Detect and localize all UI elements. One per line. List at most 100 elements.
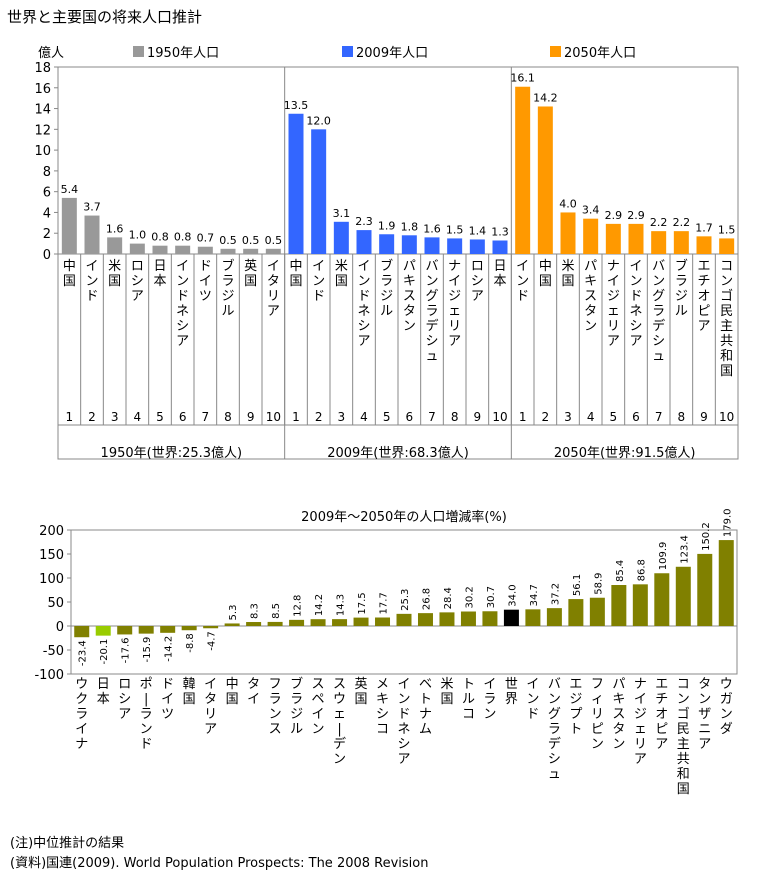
category-label: ロシア — [131, 259, 144, 304]
bar — [632, 584, 648, 626]
category-label: ロシア — [471, 259, 484, 304]
data-label: 14.3 — [336, 594, 347, 616]
rank-label: 8 — [678, 410, 686, 424]
category-label: パキスタン — [403, 259, 416, 334]
rank-label: 1 — [519, 410, 527, 424]
bar — [220, 248, 236, 254]
rank-label: 6 — [632, 410, 640, 424]
category-label: タイ — [247, 677, 260, 707]
data-label: 2.9 — [605, 209, 623, 222]
data-label: 12.0 — [306, 114, 331, 127]
data-label: 58.9 — [593, 572, 604, 594]
bar — [375, 617, 391, 626]
data-label: 1.3 — [491, 225, 509, 238]
y-tick-label: 8 — [43, 165, 51, 180]
rank-label: 1 — [66, 410, 74, 424]
page-title: 世界と主要国の将来人口推計 — [7, 8, 203, 26]
bar — [424, 237, 440, 254]
category-label: インドネシア — [176, 259, 189, 349]
bar — [469, 239, 485, 254]
bar — [525, 609, 541, 626]
data-label: 13.5 — [284, 99, 309, 112]
bar — [203, 626, 219, 629]
data-label: 1.6 — [423, 222, 441, 235]
category-label: ウクライナ — [75, 677, 88, 752]
bar — [379, 234, 395, 254]
bar — [537, 106, 553, 254]
y-tick-label: -100 — [34, 668, 64, 683]
data-label: 1.7 — [695, 221, 713, 234]
bar — [138, 626, 154, 634]
rank-label: 6 — [406, 410, 414, 424]
rank-label: 6 — [179, 410, 187, 424]
category-label: インド — [312, 259, 325, 304]
category-label: パキスタン — [584, 259, 597, 334]
rank-label: 7 — [202, 410, 210, 424]
bar — [611, 585, 627, 626]
bar — [589, 597, 605, 626]
bar — [583, 218, 599, 254]
data-label: 2.2 — [650, 216, 668, 229]
bar — [311, 129, 327, 254]
category-label: インドネシア — [357, 259, 370, 349]
data-label: 30.7 — [486, 586, 497, 608]
y-tick-label: 4 — [43, 206, 51, 221]
category-label: 中国 — [289, 259, 302, 289]
data-label: -20.1 — [99, 639, 110, 665]
bar — [417, 613, 433, 626]
bar — [439, 612, 455, 626]
bar — [447, 238, 463, 254]
data-label: -4.7 — [207, 631, 218, 651]
data-label: 150.2 — [701, 522, 712, 551]
legend-item-1950: 1950年人口 — [133, 42, 219, 61]
bar — [152, 245, 168, 254]
bar — [267, 621, 283, 626]
bar — [353, 617, 369, 626]
bar — [503, 609, 519, 626]
bar — [719, 238, 735, 254]
data-label: 1.5 — [446, 223, 464, 236]
y-tick-label: -50 — [43, 644, 64, 659]
bar — [482, 611, 498, 626]
data-label: -17.6 — [121, 637, 132, 663]
rank-label: 7 — [428, 410, 436, 424]
category-label: ブラジル — [290, 676, 303, 737]
category-label: 米国 — [108, 259, 121, 289]
category-label: ブラジル — [675, 258, 688, 319]
data-label: 34.7 — [529, 584, 540, 606]
data-label: 1.8 — [401, 220, 419, 233]
data-label: 123.4 — [679, 535, 690, 564]
category-label: 米国 — [561, 259, 574, 289]
group-label: 2050年(世界:91.5億人) — [554, 445, 696, 461]
data-label: 8.5 — [271, 603, 282, 619]
legend-item-2050: 2050年人口 — [550, 42, 636, 61]
y-tick-label: 200 — [39, 524, 64, 539]
y-tick-label: 50 — [47, 596, 64, 611]
bar — [310, 619, 326, 626]
category-label: ウガンダ — [720, 677, 733, 737]
data-label: 5.4 — [61, 183, 79, 196]
bar — [605, 223, 621, 254]
data-label: 85.4 — [615, 560, 626, 582]
category-label: スペイン — [312, 677, 325, 737]
group-label: 2009年(世界:68.3億人) — [327, 445, 469, 461]
bar — [288, 113, 304, 254]
rank-label: 1 — [292, 410, 300, 424]
bar — [175, 245, 191, 254]
bar — [675, 566, 691, 626]
legend-swatch-2009 — [342, 46, 353, 57]
bar — [181, 626, 197, 631]
y-tick-label: 16 — [34, 82, 51, 97]
group-label: 1950年(世界:25.3億人) — [101, 445, 243, 461]
population-ranking-chart: 0246810121416181950年(世界:25.3億人)5.4中国13.7… — [34, 61, 739, 461]
category-label: フランス — [269, 677, 282, 737]
y-axis-unit-label: 億人 — [38, 46, 65, 61]
category-label: ポ|ランド — [140, 677, 153, 752]
rank-label: 9 — [474, 410, 482, 424]
rank-label: 2 — [315, 410, 323, 424]
data-label: 5.3 — [228, 605, 239, 621]
category-label: 英国 — [355, 677, 368, 707]
rank-label: 4 — [360, 410, 368, 424]
rank-label: 9 — [700, 410, 708, 424]
category-label: 中国 — [63, 259, 76, 289]
